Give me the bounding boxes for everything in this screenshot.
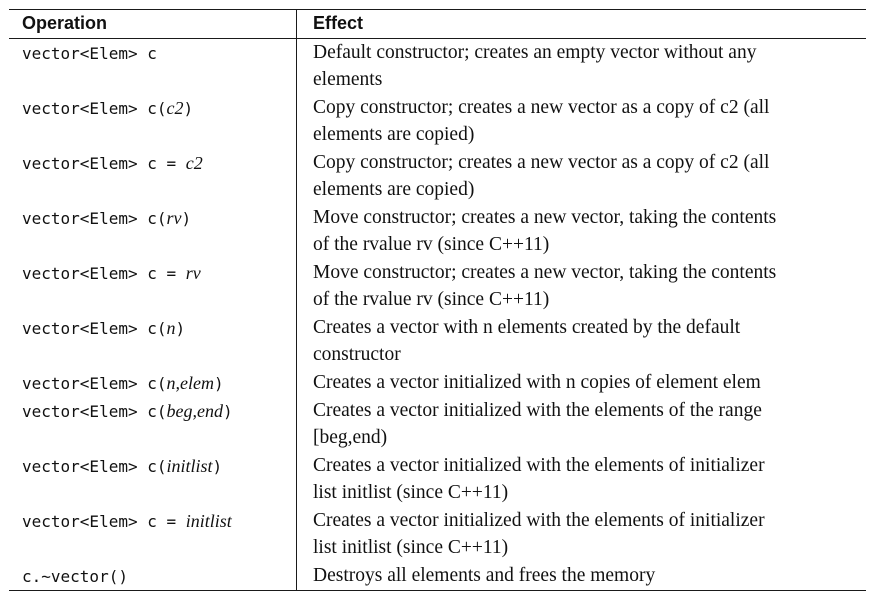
operation-code-suffix: ) [181,209,192,228]
header-effect: Effect [313,13,364,33]
operation-code: vector<Elem> c = [22,264,186,283]
table-row: vector<Elem> c(n,elem) Creates a vector i… [9,369,866,397]
operation-argument: rv [185,263,201,283]
operation-cell: vector<Elem> c = initlist [9,507,297,562]
table-row: vector<Elem> c = rv Move constructor; cre… [9,259,866,314]
effect-text-line: Default constructor; creates an empty ve… [313,42,757,63]
effect-text-line: list initlist (since C++11) [313,537,509,558]
effect-text-line: Creates a vector initialized with the el… [313,400,762,421]
operation-cell: c.~vector() [9,562,297,590]
effect-cell: Move constructor; creates a new vector, … [297,204,866,259]
operation-argument: n,elem [166,373,214,393]
effect-cell: Copy constructor; creates a new vector a… [297,94,866,149]
operation-argument: initlist [166,456,213,476]
operation-argument: initlist [185,511,232,531]
operation-cell: vector<Elem> c(n,elem) [9,369,297,397]
table-row: vector<Elem> c = initlist Creates a vecto… [9,507,866,562]
operations-table: Operation Effect vector<Elem> c Default c… [9,9,866,591]
effect-text-line: of the rvalue rv (since C++11) [313,234,550,255]
effect-cell: Copy constructor; creates a new vector a… [297,149,866,204]
table-header: Operation Effect [9,10,866,39]
header-operation: Operation [9,10,297,38]
effect-text-line: constructor [313,344,401,365]
operation-code-suffix: ) [183,99,194,118]
effect-text-line: elements are copied) [313,124,475,145]
operation-cell: vector<Elem> c(beg,end) [9,397,297,452]
table-row: c.~vector() Destroys all elements and fre… [9,562,866,590]
effect-text-line: Move constructor; creates a new vector, … [313,262,777,283]
operation-code: vector<Elem> c [22,44,157,63]
table-body: vector<Elem> c Default constructor; creat… [9,39,866,590]
operation-code: vector<Elem> c = [22,154,186,173]
operation-code: vector<Elem> c( [22,402,167,421]
effect-cell: Creates a vector with n elements created… [297,314,866,369]
operation-cell: vector<Elem> c [9,39,297,94]
effect-text-line: [beg,end) [313,427,388,448]
effect-text-line: elements are copied) [313,179,475,200]
table-row: vector<Elem> c = c2 Copy constructor; cre… [9,149,866,204]
effect-cell: Creates a vector initialized with n copi… [297,369,866,397]
operation-argument: beg,end [166,401,223,421]
effect-text-line: of the rvalue rv (since C++11) [313,289,550,310]
table-row: vector<Elem> c(c2) Copy constructor; crea… [9,94,866,149]
operation-argument: rv [166,208,182,228]
operation-code: vector<Elem> c( [22,374,167,393]
effect-text-line: Copy constructor; creates a new vector a… [313,97,770,118]
operation-code-suffix: ) [212,457,223,476]
operation-code: vector<Elem> c( [22,319,167,338]
operation-code-suffix: ) [213,374,224,393]
operation-code-suffix: ) [222,402,233,421]
effect-cell: Default constructor; creates an empty ve… [297,39,866,94]
table-row: vector<Elem> c Default constructor; creat… [9,39,866,94]
operation-argument: n [166,318,176,338]
effect-text-line: Creates a vector with n elements created… [313,317,741,338]
effect-cell: Creates a vector initialized with the el… [297,397,866,452]
effect-text-line: Move constructor; creates a new vector, … [313,207,777,228]
effect-text-line: elements [313,69,383,90]
table-row: vector<Elem> c(n) Creates a vector with n… [9,314,866,369]
operation-code: vector<Elem> c( [22,457,167,476]
operation-cell: vector<Elem> c(n) [9,314,297,369]
effect-text-line: Creates a vector initialized with the el… [313,510,765,531]
operation-cell: vector<Elem> c = rv [9,259,297,314]
operation-argument: c2 [185,153,203,173]
table-row: vector<Elem> c(rv) Move constructor; crea… [9,204,866,259]
operation-code: vector<Elem> c = [22,512,186,531]
operation-code: vector<Elem> c( [22,99,167,118]
operation-cell: vector<Elem> c(initlist) [9,452,297,507]
effect-cell: Creates a vector initialized with the el… [297,452,866,507]
operation-cell: vector<Elem> c = c2 [9,149,297,204]
effect-text-line: Copy constructor; creates a new vector a… [313,152,770,173]
operation-cell: vector<Elem> c(c2) [9,94,297,149]
effect-cell: Destroys all elements and frees the memo… [297,562,866,590]
effect-cell: Creates a vector initialized with the el… [297,507,866,562]
table-row: vector<Elem> c(initlist) Creates a vector… [9,452,866,507]
effect-cell: Move constructor; creates a new vector, … [297,259,866,314]
operation-code: c.~vector() [22,567,128,586]
effect-text-line: Creates a vector initialized with the el… [313,455,765,476]
operation-code-suffix: ) [175,319,186,338]
effect-text-line: list initlist (since C++11) [313,482,509,503]
operation-argument: c2 [166,98,184,118]
table-row: vector<Elem> c(beg,end) Creates a vector … [9,397,866,452]
operation-cell: vector<Elem> c(rv) [9,204,297,259]
effect-text-line: Creates a vector initialized with n copi… [313,372,761,393]
operation-code: vector<Elem> c( [22,209,167,228]
effect-text-line: Destroys all elements and frees the memo… [313,565,656,586]
